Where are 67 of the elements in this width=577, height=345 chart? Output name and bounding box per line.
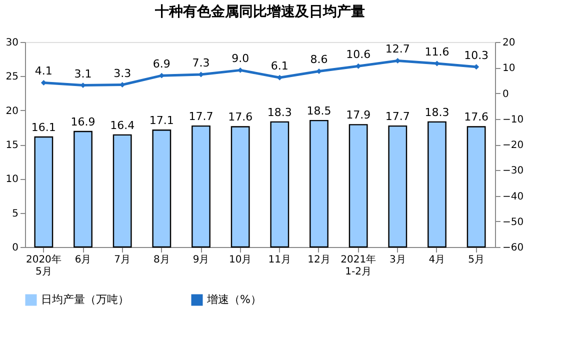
data-label: 12.7 [385, 42, 410, 56]
data-label: 9.0 [232, 52, 250, 66]
x-tick-label: 4月 [428, 254, 446, 266]
data-label: 17.7 [188, 110, 214, 124]
data-label: 11.6 [424, 46, 450, 59]
x-tick-label: 10月 [228, 254, 252, 266]
data-label: 18.3 [424, 106, 450, 119]
bar [310, 120, 328, 248]
bar [388, 125, 408, 248]
bar [34, 136, 54, 248]
y-tick-label: 15 [6, 140, 18, 151]
y-tick-label: 25 [6, 72, 18, 83]
x-tick-label: 2021年 1-2月 [340, 254, 376, 278]
y-tick-label: 0 [12, 242, 18, 254]
x-tick-label: 6月 [74, 254, 92, 266]
y2-tick-label: −20 [502, 140, 524, 151]
y2-tick-label: −60 [502, 242, 524, 254]
data-label: 17.7 [385, 110, 410, 124]
data-label: 16.9 [70, 116, 96, 129]
bar [348, 124, 368, 248]
bar [112, 134, 132, 248]
x-tick-label: 11月 [268, 254, 292, 266]
y2-tick-label: 20 [502, 38, 516, 48]
data-label: 4.1 [34, 64, 52, 78]
x-tick-label: 9月 [192, 254, 210, 266]
bar [270, 121, 290, 248]
data-label: 7.3 [192, 56, 210, 70]
bar [466, 126, 486, 248]
y2-tick-label: −40 [502, 191, 524, 202]
data-label: 10.6 [346, 48, 371, 62]
data-label: 18.3 [267, 106, 292, 119]
y-tick-label: 20 [6, 106, 18, 117]
data-label: 17.1 [149, 114, 174, 128]
data-label: 17.6 [464, 110, 489, 124]
legend-label: 增速（%） [206, 293, 262, 306]
data-label: 17.6 [228, 110, 253, 124]
data-label: 6.9 [152, 58, 170, 71]
y2-tick-label: −50 [502, 216, 524, 228]
x-tick-label: 3月 [389, 254, 406, 266]
x-tick-label: 5月 [468, 254, 485, 266]
y-tick-label: 30 [6, 38, 18, 48]
x-tick-label: 12月 [308, 254, 330, 266]
data-label: 3.1 [74, 67, 92, 80]
data-label: 16.4 [110, 118, 135, 132]
bar [74, 130, 92, 248]
y2-tick-label: 0 [502, 88, 509, 100]
bar [428, 121, 446, 248]
data-label: 10.3 [464, 48, 489, 62]
data-label: 18.5 [306, 104, 332, 118]
x-tick-label: 8月 [153, 254, 170, 266]
x-tick-label: 2020年 5月 [26, 254, 62, 278]
data-label: 17.9 [346, 108, 371, 122]
data-label: 16.1 [31, 120, 56, 134]
chart-title: 十种有色金属同比增速及日均产量 [154, 3, 365, 20]
bar [192, 125, 210, 248]
y-tick-label: 10 [6, 174, 18, 186]
bar [152, 130, 172, 248]
bar [230, 126, 250, 248]
data-label: 8.6 [310, 53, 328, 66]
data-label: 6.1 [270, 60, 288, 73]
y2-tick-label: −30 [502, 166, 524, 177]
x-tick-label: 7月 [114, 254, 131, 266]
data-label: 3.3 [114, 66, 132, 80]
y2-tick-label: 10 [502, 63, 516, 74]
y2-tick-label: −10 [502, 114, 524, 126]
legend-label: 日均产量（万吨） [41, 293, 129, 306]
y-tick-label: 5 [12, 208, 18, 220]
